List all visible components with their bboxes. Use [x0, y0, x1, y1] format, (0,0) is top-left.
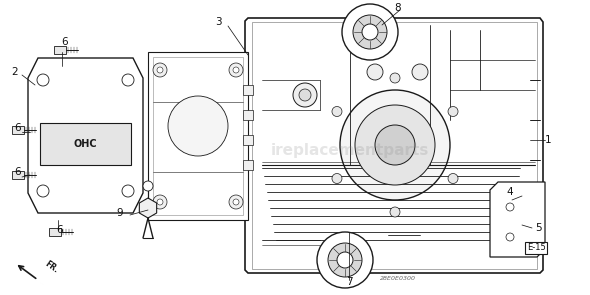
Circle shape — [362, 24, 378, 40]
Circle shape — [390, 207, 400, 217]
Polygon shape — [490, 182, 545, 257]
Circle shape — [233, 67, 239, 73]
Bar — [40, 123, 131, 165]
Circle shape — [122, 74, 134, 86]
Circle shape — [332, 173, 342, 183]
Polygon shape — [139, 198, 157, 218]
Circle shape — [332, 106, 342, 117]
Text: 9: 9 — [117, 208, 123, 218]
Circle shape — [293, 83, 317, 107]
Circle shape — [506, 233, 514, 241]
Text: 8: 8 — [395, 3, 401, 13]
Circle shape — [506, 203, 514, 211]
Circle shape — [299, 89, 311, 101]
Text: E-15: E-15 — [527, 243, 545, 253]
Circle shape — [448, 106, 458, 117]
Circle shape — [317, 232, 373, 288]
Circle shape — [353, 15, 387, 49]
Text: 6: 6 — [15, 167, 21, 177]
Bar — [12, 171, 24, 179]
Circle shape — [143, 181, 153, 191]
Bar — [243, 110, 253, 120]
Text: 28E0E0300: 28E0E0300 — [380, 276, 416, 281]
Text: 5: 5 — [535, 223, 541, 233]
Text: 2: 2 — [12, 67, 18, 77]
Bar — [12, 126, 24, 134]
Circle shape — [375, 125, 415, 165]
Bar — [243, 135, 253, 145]
Circle shape — [342, 4, 398, 60]
Text: 6: 6 — [15, 123, 21, 133]
Text: ireplacementparts: ireplacementparts — [271, 142, 429, 158]
Polygon shape — [28, 58, 143, 213]
Text: 6: 6 — [57, 225, 63, 235]
Circle shape — [153, 63, 167, 77]
Bar — [49, 228, 61, 236]
Circle shape — [157, 67, 163, 73]
Circle shape — [153, 195, 167, 209]
Polygon shape — [245, 18, 543, 273]
Circle shape — [229, 195, 243, 209]
Circle shape — [448, 173, 458, 183]
Circle shape — [340, 90, 450, 200]
Bar — [243, 85, 253, 95]
Circle shape — [412, 64, 428, 80]
Text: OHC: OHC — [73, 139, 97, 149]
Circle shape — [229, 63, 243, 77]
Text: FR.: FR. — [43, 260, 60, 275]
Bar — [54, 46, 66, 54]
Text: 1: 1 — [545, 135, 551, 145]
Circle shape — [355, 105, 435, 185]
Bar — [243, 160, 253, 170]
Text: 3: 3 — [215, 17, 221, 27]
Circle shape — [367, 64, 383, 80]
Circle shape — [37, 74, 49, 86]
Text: 7: 7 — [346, 277, 352, 287]
Text: 6: 6 — [62, 37, 68, 47]
Circle shape — [168, 96, 228, 156]
Circle shape — [328, 243, 362, 277]
Circle shape — [233, 199, 239, 205]
Circle shape — [37, 185, 49, 197]
Circle shape — [157, 199, 163, 205]
Circle shape — [337, 252, 353, 268]
Bar — [148, 52, 248, 220]
Bar — [153, 57, 243, 215]
Circle shape — [122, 185, 134, 197]
Circle shape — [390, 73, 400, 83]
Text: 4: 4 — [507, 187, 513, 197]
